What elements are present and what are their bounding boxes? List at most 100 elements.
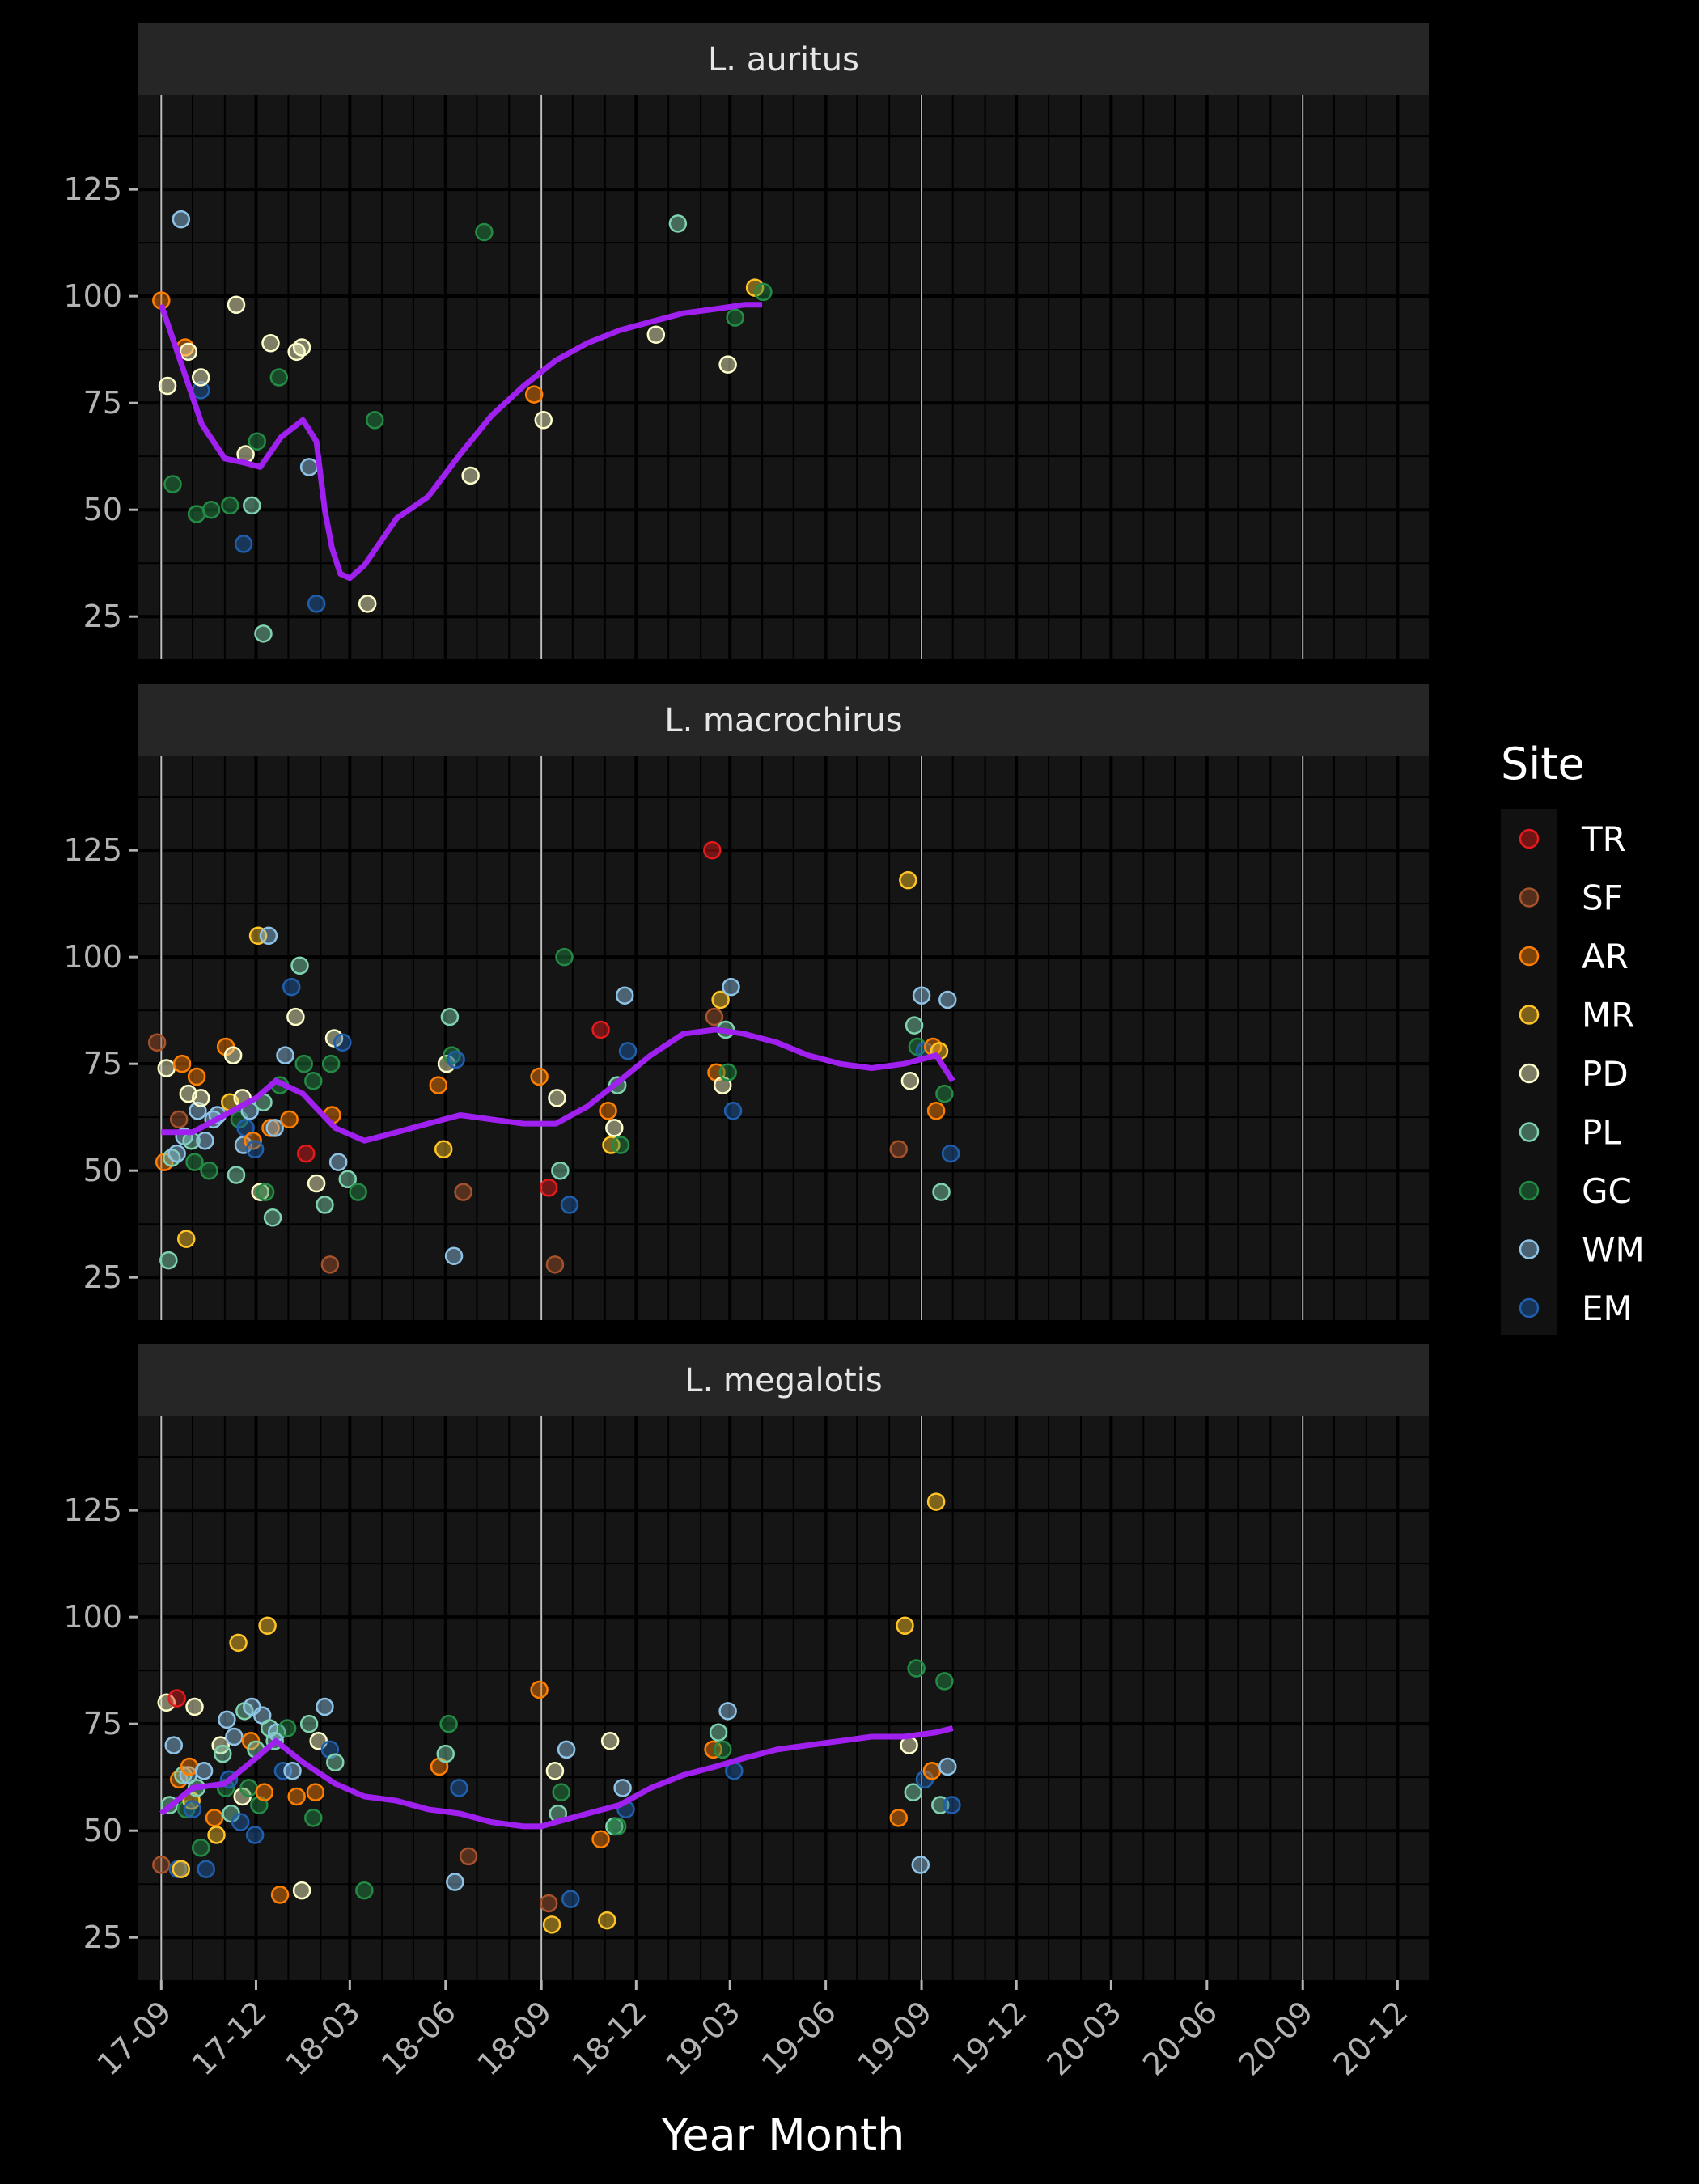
data-point: [539, 1894, 558, 1913]
y-tick-label: 75: [83, 1706, 122, 1742]
data-point: [147, 1033, 167, 1052]
legend-key: [1519, 1122, 1540, 1142]
legend-label: GC: [1582, 1171, 1632, 1211]
y-tick-label: 25: [83, 599, 122, 634]
data-point: [269, 368, 289, 387]
data-point: [287, 1787, 306, 1806]
data-point: [157, 1693, 176, 1712]
data-point: [599, 1102, 617, 1120]
data-point: [278, 1719, 297, 1737]
data-point: [935, 1084, 954, 1103]
y-tick-label: 50: [83, 1153, 122, 1188]
data-point: [358, 595, 377, 613]
facet-panel: L. auritus 25 50 75 100 125: [63, 23, 1429, 659]
facet-title: L. auritus: [708, 41, 859, 78]
data-point: [169, 1110, 189, 1129]
facet-strip: [138, 1344, 1429, 1416]
data-point: [704, 1740, 722, 1759]
data-point: [152, 1856, 171, 1874]
data-point: [292, 338, 311, 357]
legend-label: EM: [1582, 1289, 1633, 1328]
legend-label: TR: [1581, 819, 1626, 859]
data-point: [183, 1800, 202, 1819]
legend-label: PD: [1582, 1054, 1629, 1094]
data-point: [713, 1740, 732, 1759]
y-tick-label: 100: [63, 939, 122, 975]
data-point: [227, 295, 246, 314]
data-point: [234, 535, 253, 553]
data-point: [245, 1140, 265, 1159]
data-point: [530, 1680, 549, 1699]
data-point: [207, 1826, 226, 1844]
legend-key: [1519, 1063, 1540, 1084]
data-point: [545, 1255, 565, 1274]
data-point: [754, 282, 773, 302]
data-point: [904, 1783, 923, 1801]
data-point: [191, 368, 210, 387]
data-point: [273, 1762, 293, 1780]
data-point: [905, 1016, 924, 1035]
data-point: [187, 1067, 206, 1086]
data-point: [338, 1170, 358, 1188]
data-point: [726, 308, 744, 327]
data-point: [258, 1616, 277, 1635]
data-point: [231, 1813, 250, 1831]
data-point: [889, 1140, 908, 1159]
data-point: [292, 1881, 311, 1900]
data-point: [227, 1166, 246, 1184]
legend-key: [1519, 1005, 1540, 1025]
data-point: [299, 458, 319, 476]
data-point: [615, 986, 634, 1005]
data-point: [172, 210, 191, 229]
data-point: [646, 325, 666, 344]
data-point: [718, 355, 737, 374]
data-point: [560, 1196, 579, 1214]
y-tick-label: 25: [83, 1919, 122, 1955]
data-point: [709, 1723, 728, 1742]
data-point: [251, 1183, 269, 1201]
data-point: [450, 1779, 468, 1797]
trend-line: [161, 1026, 955, 1144]
data-point: [191, 1839, 210, 1857]
data-point: [316, 1196, 334, 1214]
data-point: [194, 1762, 214, 1780]
data-point: [723, 1102, 743, 1120]
data-point: [440, 1007, 460, 1026]
data-point: [557, 1740, 576, 1759]
data-point: [263, 1208, 282, 1227]
data-point: [297, 1144, 316, 1163]
data-point: [889, 1809, 908, 1827]
data-point: [290, 956, 309, 975]
data-point: [439, 1714, 458, 1733]
data-point: [668, 214, 688, 233]
data-point: [608, 1817, 627, 1836]
data-point: [286, 1007, 305, 1026]
data-point: [256, 1183, 275, 1201]
data-point: [261, 334, 280, 353]
data-point: [434, 1140, 453, 1159]
legend-label: SF: [1582, 878, 1623, 918]
data-point: [179, 342, 198, 362]
data-point: [214, 1744, 232, 1763]
facet-title: L. megalotis: [684, 1362, 882, 1399]
y-tick-label: 125: [63, 832, 122, 868]
data-point: [157, 1059, 176, 1077]
data-point: [591, 1020, 610, 1039]
data-point: [333, 1033, 352, 1052]
data-point: [229, 1633, 248, 1653]
data-point: [164, 1736, 184, 1754]
data-point: [200, 1161, 218, 1180]
data-point: [280, 1110, 299, 1129]
data-point: [324, 1029, 344, 1048]
data-point: [703, 840, 722, 860]
data-point: [304, 1809, 323, 1827]
data-point: [239, 1779, 258, 1797]
data-point: [436, 1744, 455, 1763]
data-point: [711, 990, 730, 1009]
data-point: [163, 475, 182, 493]
data-point: [167, 1689, 186, 1708]
data-point: [555, 947, 574, 967]
data-point: [265, 1119, 284, 1137]
data-point: [552, 1783, 570, 1801]
data-point: [316, 1697, 334, 1716]
